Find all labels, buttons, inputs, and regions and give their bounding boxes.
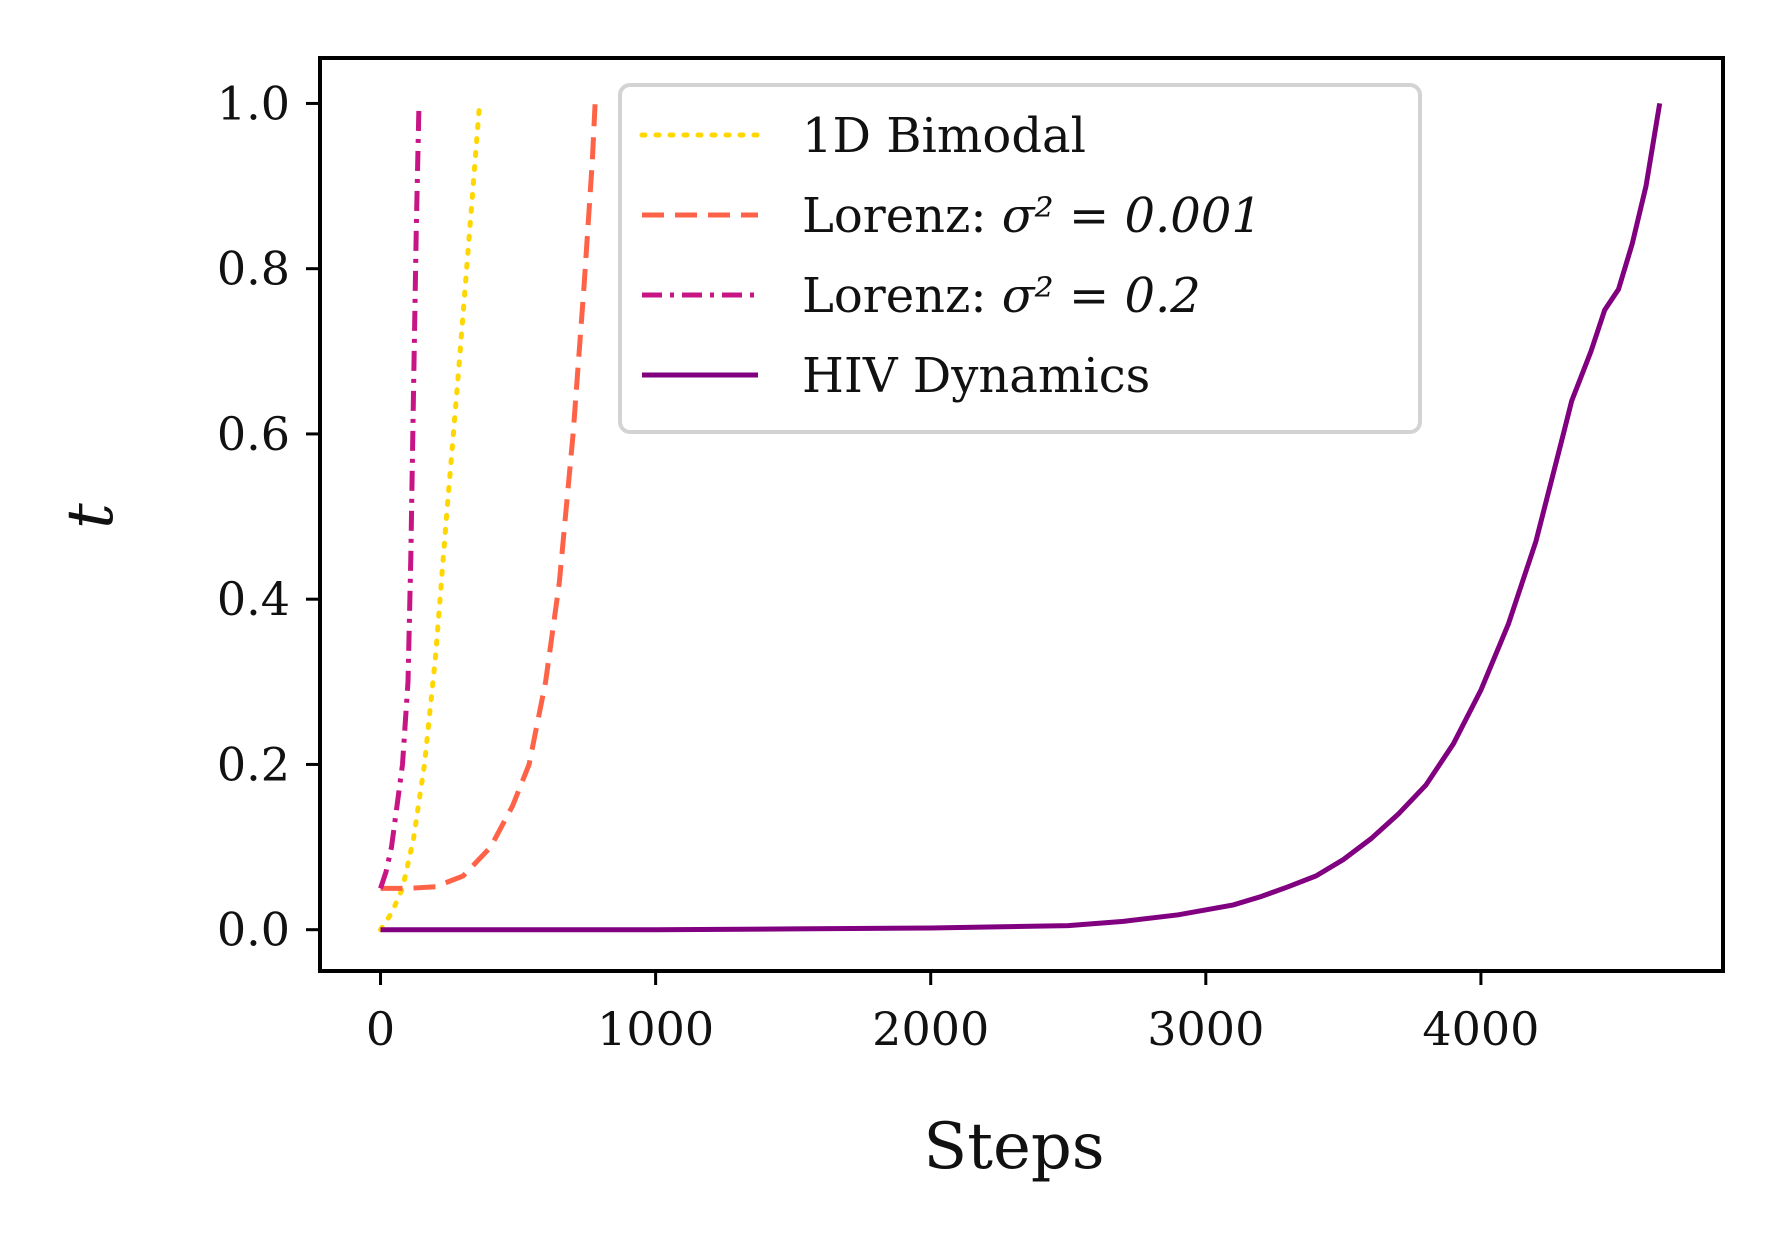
x-tick-label: 1000	[597, 1002, 714, 1056]
legend-label-0: 1D Bimodal	[802, 108, 1086, 164]
series-line-3	[380, 102, 1663, 933]
legend-label-2: Lorenz: σ² = 0.2	[802, 268, 1201, 324]
y-tick-label: 0.8	[217, 242, 290, 296]
y-axis-title: t	[54, 503, 128, 529]
plot-frame	[318, 56, 1725, 973]
y-tick-label: 1.0	[217, 76, 290, 130]
series-lines	[378, 100, 1663, 933]
series-line-2	[378, 103, 422, 890]
series-line-0	[378, 100, 483, 933]
legend: 1D Bimodal Lorenz: σ² = 0.001 Lorenz: σ² =…	[618, 83, 1422, 434]
y-tick-label: 0.0	[217, 903, 290, 957]
y-tick-label: 0.2	[217, 737, 290, 791]
x-tick-label: 4000	[1422, 1002, 1539, 1056]
legend-label-3: HIV Dynamics	[802, 348, 1150, 404]
x-axis-title: Steps	[923, 1110, 1104, 1184]
series-line-1	[380, 103, 598, 891]
legend-label-1: Lorenz: σ² = 0.001	[802, 188, 1262, 244]
x-tick-label: 3000	[1147, 1002, 1264, 1056]
axes: 0 1000 2000 3000 4000 0.0 0.2 0.4 0.6 0.8 1.0	[217, 56, 1725, 1056]
x-tick-label: 0	[366, 1002, 395, 1056]
y-tick-label: 0.4	[217, 572, 290, 626]
legend-box	[618, 83, 1422, 434]
x-tick-label: 2000	[872, 1002, 989, 1056]
y-tick-label: 0.6	[217, 407, 290, 461]
